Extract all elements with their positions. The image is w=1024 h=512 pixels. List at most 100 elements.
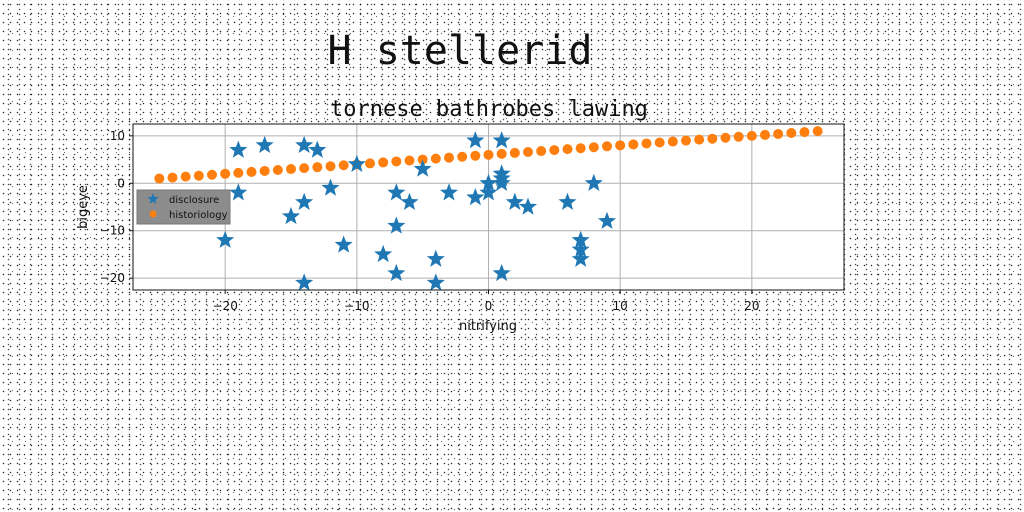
series-historiology [154,126,823,184]
historiology-point [193,170,204,181]
legend: disclosure historiology [136,189,231,225]
historiology-point [496,148,507,159]
disclosure-point [466,131,485,149]
historiology-point [167,172,178,183]
historiology-point [707,133,718,144]
disclosure-point [400,192,419,210]
disclosure-point [571,240,590,258]
disclosure-point [334,235,353,253]
historiology-point [154,173,165,184]
disclosure-point [413,159,432,177]
data-series [154,126,823,291]
disclosure-point [584,173,603,191]
historiology-point [523,146,533,157]
disclosure-point [479,183,498,201]
legend-marker-disclosure [147,193,159,204]
x-tick-label: 0 [485,299,493,313]
y-tick-label: 10 [110,129,125,143]
historiology-point [641,138,652,149]
disclosure-point [295,135,314,154]
historiology-point [628,139,639,150]
chart-title: tornese bathrobes lawing [330,97,648,122]
legend-label-historiology: historiology [169,210,228,221]
x-tick-label: −10 [344,299,369,313]
historiology-point [286,164,296,175]
historiology-point [799,127,810,138]
y-axis-ticks: 10 0 −10 −20 [100,129,133,285]
historiology-point [312,162,323,173]
disclosure-point [426,273,445,291]
disclosure-point [387,263,406,282]
historiology-point [207,169,217,180]
y-tick-label: 0 [117,176,125,190]
historiology-point [786,128,797,139]
historiology-point [667,136,678,147]
x-tick-label: 20 [744,299,759,313]
historiology-point [325,161,336,172]
historiology-point [575,143,586,154]
historiology-point [338,160,349,171]
plot-frame [132,123,845,291]
disclosure-point [439,183,459,201]
disclosure-point [229,183,248,201]
historiology-point [391,156,402,167]
historiology-point [365,158,375,169]
historiology-point [404,155,415,166]
historiology-point [549,145,560,156]
historiology-point [444,152,454,163]
historiology-point [246,166,257,177]
historiology-point [272,165,283,176]
disclosure-point [347,154,366,172]
x-tick-label: 10 [613,299,628,313]
historiology-point [483,149,494,160]
disclosure-point [281,206,301,225]
historiology-point [615,140,626,151]
disclosure-point [597,211,617,229]
disclosure-point [479,173,498,191]
x-tick-label: −20 [213,299,238,313]
historiology-point [733,131,744,142]
disclosure-point [505,192,524,210]
historiology-point [588,142,599,153]
historiology-point [812,126,823,137]
disclosure-point [255,135,274,154]
disclosure-point [571,230,590,248]
historiology-point [536,146,547,157]
disclosure-point [387,183,406,201]
x-axis-ticks: −20 −10 0 10 20 [213,290,759,313]
historiology-point [509,147,520,158]
historiology-point [259,165,270,176]
historiology-point [602,141,612,152]
disclosure-point [492,173,511,191]
disclosure-point [387,216,406,234]
y-axis-label: bigeye [76,185,91,229]
historiology-point [562,144,573,155]
historiology-point [746,130,757,141]
legend-label-disclosure: disclosure [169,195,219,206]
historiology-point [773,128,784,139]
disclosure-point [518,197,538,215]
disclosure-point [466,188,485,206]
historiology-point [470,150,481,161]
historiology-point [694,134,705,145]
y-tick-label: −20 [100,271,125,285]
disclosure-point [308,140,327,158]
historiology-point [681,135,691,146]
x-axis-label: nitrifying [459,319,517,334]
historiology-point [299,163,310,174]
historiology-point [457,151,468,162]
y-tick-label: −10 [100,224,125,238]
disclosure-point [321,178,340,196]
page-title: H stellerid [327,28,593,74]
historiology-point [378,157,389,168]
disclosure-point [229,140,248,158]
historiology-point [720,132,731,143]
series-disclosure [216,131,617,291]
disclosure-point [492,131,511,149]
disclosure-point [374,244,393,263]
disclosure-point [492,263,511,282]
historiology-point [180,171,191,182]
historiology-point [430,153,441,164]
historiology-point [220,168,231,179]
